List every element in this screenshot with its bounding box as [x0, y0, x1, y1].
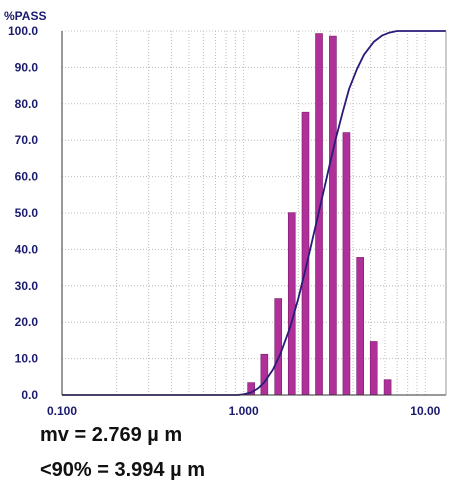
y-tick-label: 60.0 [15, 170, 39, 184]
cumulative-curve [62, 30, 446, 396]
y-tick-label: 40.0 [15, 242, 39, 256]
histogram-bar [342, 132, 351, 396]
y-tick-label: 20.0 [15, 315, 39, 329]
y-tick-label: 70.0 [15, 133, 39, 147]
histogram-bar [329, 35, 337, 396]
histogram-bar [287, 212, 296, 396]
x-tick-label: 0.100 [47, 404, 77, 418]
histogram-bar [369, 341, 378, 396]
histogram-bar [383, 379, 392, 396]
chart-axes [61, 31, 447, 396]
histogram-bar [260, 353, 269, 396]
x-tick-labels: 0.100 1.000 10.00 [47, 404, 441, 418]
y-tick-label: 80.0 [15, 97, 39, 111]
y-tick-label: 30.0 [15, 279, 39, 293]
x-tick-label: 1.000 [229, 404, 259, 418]
y-tick-label: 50.0 [15, 206, 39, 220]
y-tick-label: 10.0 [15, 352, 39, 366]
mean-volume-diameter-stat: mv = 2.769 µ m [40, 424, 183, 446]
y-tick-label: 0.0 [21, 388, 38, 402]
cumulative-curve-series [62, 30, 446, 396]
histogram-bar [274, 298, 283, 396]
x-tick-label: 10.00 [410, 404, 440, 418]
y-tick-labels: 0.0 10.0 20.0 30.0 40.0 50.0 60.0 70.0 80.0 90.0 1… [8, 24, 38, 402]
y-tick-label: 90.0 [15, 60, 39, 74]
y-axis-title: %PASS [4, 9, 46, 23]
histogram-bar [356, 257, 364, 396]
histogram-bar [301, 111, 310, 396]
y-tick-label: 100.0 [8, 24, 38, 38]
bar-series [247, 33, 392, 396]
psd-chart: %PASS 0.0 10.0 20.0 30.0 40.0 50.0 60.0 70.0 80.… [4, 9, 447, 418]
chart-grid [61, 30, 446, 396]
d90-stat: <90% = 3.994 µ m [40, 459, 205, 481]
